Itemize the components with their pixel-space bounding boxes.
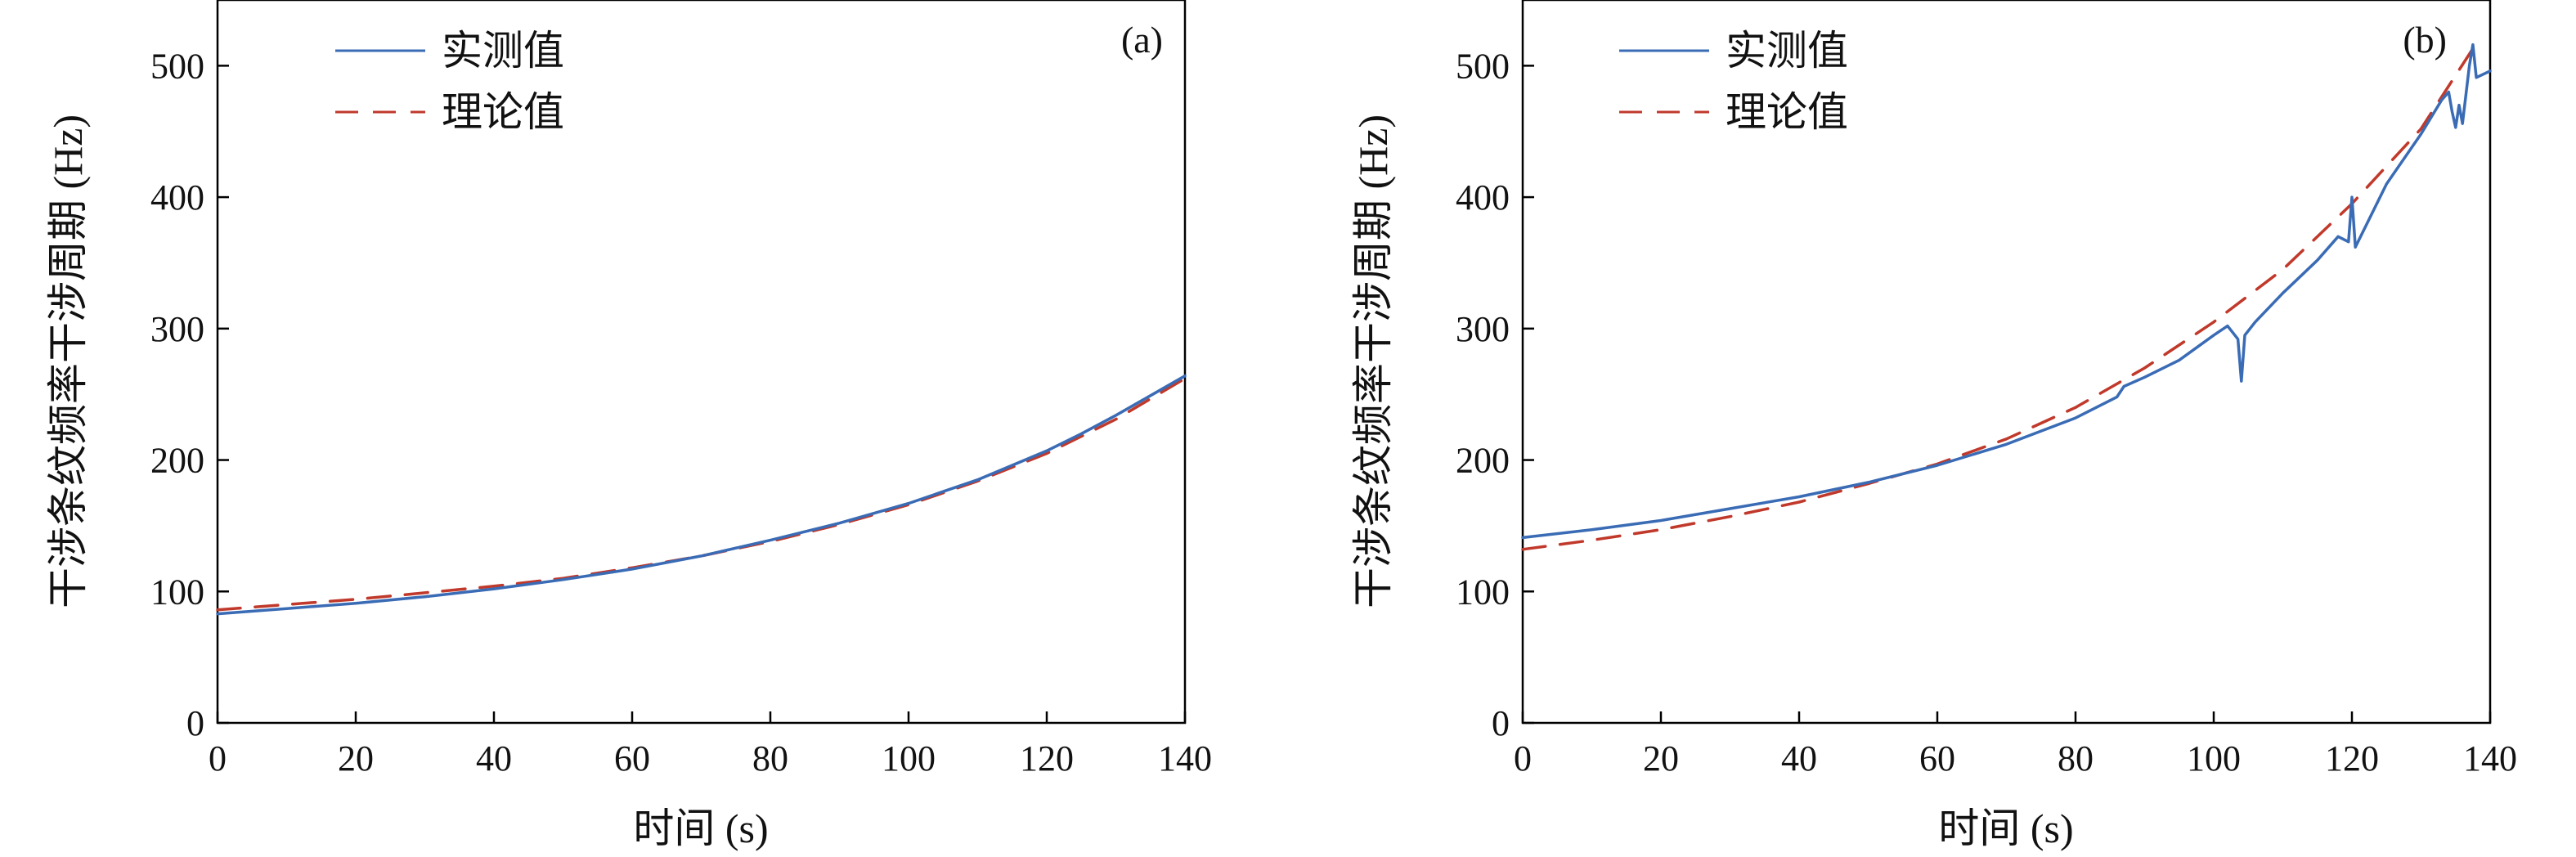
x-tick-label: 40 <box>476 738 512 778</box>
y-tick-label: 0 <box>186 703 204 743</box>
legend-label-measured: 实测值 <box>1726 28 1848 74</box>
y-tick-label: 400 <box>150 177 204 218</box>
y-axis-ticks: 0 100 200 300 400 500 <box>150 46 229 743</box>
x-tick-label: 80 <box>752 738 788 778</box>
x-tick-label: 100 <box>2187 738 2241 778</box>
x-tick-label: 20 <box>1643 738 1679 778</box>
x-axis-ticks: 0 20 40 60 80 100 120 140 <box>209 711 1212 778</box>
plot-frame <box>216 0 1187 725</box>
y-tick-label: 500 <box>1456 46 1510 86</box>
x-tick-label: 40 <box>1781 738 1817 778</box>
x-axis-label: 时间 (s) <box>1938 805 2073 851</box>
x-tick-label: 0 <box>1514 738 1532 778</box>
y-tick-label: 100 <box>150 572 204 612</box>
legend-label-theory: 理论值 <box>442 89 564 135</box>
x-tick-label: 120 <box>1020 738 1074 778</box>
x-tick-label: 60 <box>1919 738 1955 778</box>
x-axis-ticks: 0 20 40 60 80 100 120 140 <box>1514 711 2517 778</box>
y-axis-label: 干涉条纹频率干涉周期 (Hz) <box>1350 114 1396 608</box>
panel-tag: (a) <box>1121 19 1163 61</box>
y-tick-label: 200 <box>150 441 204 481</box>
panel-tag: (b) <box>2403 19 2447 61</box>
series-line-measured <box>1521 43 2492 540</box>
y-tick-label: 0 <box>1492 703 1510 743</box>
x-tick-label: 100 <box>882 738 936 778</box>
series-line-theory <box>216 377 1187 612</box>
y-tick-label: 100 <box>1456 572 1510 612</box>
y-tick-label: 300 <box>150 309 204 349</box>
x-tick-label: 0 <box>209 738 227 778</box>
y-tick-label: 200 <box>1456 441 1510 481</box>
series-layer <box>216 374 1187 616</box>
x-axis-label: 时间 (s) <box>633 805 768 851</box>
legend-label-measured: 实测值 <box>442 28 564 74</box>
x-tick-label: 120 <box>2325 738 2379 778</box>
y-tick-label: 500 <box>150 46 204 86</box>
x-tick-label: 60 <box>614 738 650 778</box>
series-line-measured <box>216 374 1187 616</box>
y-tick-label: 400 <box>1456 177 1510 218</box>
x-tick-label: 140 <box>2463 738 2517 778</box>
x-tick-label: 80 <box>2058 738 2094 778</box>
x-tick-label: 140 <box>1158 738 1212 778</box>
series-line-theory <box>1521 42 2478 551</box>
y-tick-label: 300 <box>1456 309 1510 349</box>
legend: 实测值 理论值 <box>1619 28 1848 135</box>
legend: 实测值 理论值 <box>335 28 564 135</box>
y-axis-ticks: 0 100 200 300 400 500 <box>1456 46 1534 743</box>
y-axis-label: 干涉条纹频率干涉周期 (Hz) <box>45 114 91 608</box>
plot-frame <box>1521 0 2492 725</box>
x-tick-label: 20 <box>338 738 374 778</box>
series-layer <box>1521 42 2492 551</box>
legend-label-theory: 理论值 <box>1726 89 1848 135</box>
